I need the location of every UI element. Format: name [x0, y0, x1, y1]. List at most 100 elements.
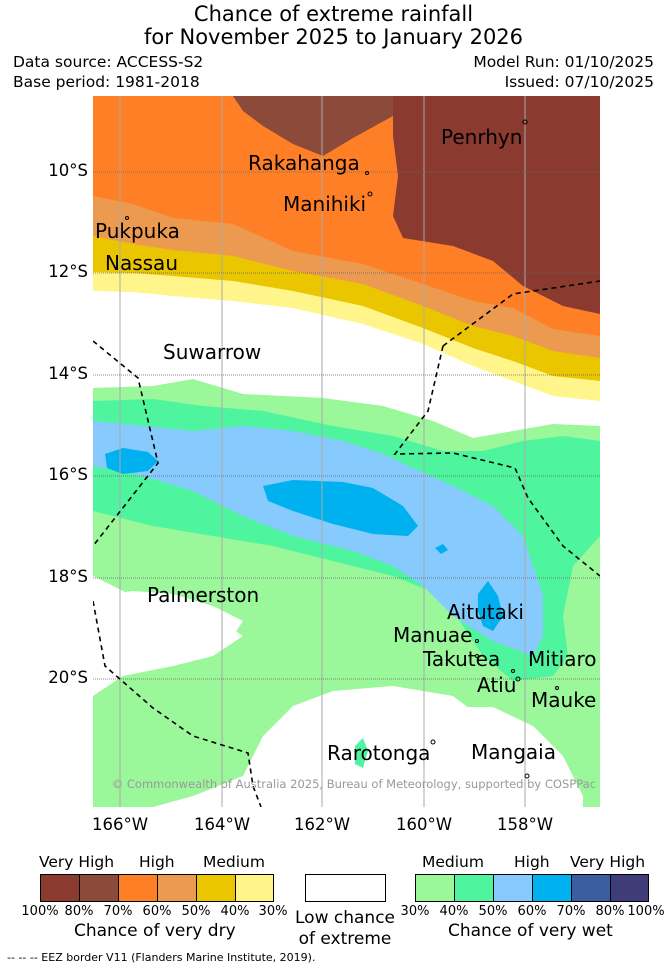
islands — [125, 119, 559, 779]
wet-band-60-70-small — [435, 544, 448, 554]
island-takutea — [475, 654, 479, 658]
dry-band-80-100 — [393, 96, 600, 314]
label-aitutaki: Aitutaki — [447, 600, 524, 624]
legend-dry-tick-50: 50% — [181, 904, 211, 919]
island-manihiki — [367, 191, 373, 197]
model-run: Model Run: 01/10/2025 — [473, 53, 654, 71]
legend-wet-very-high: Very High — [570, 853, 646, 871]
legend-dry-tick-30: 30% — [258, 904, 288, 919]
base-period: Base period: 1981-2018 — [13, 73, 200, 91]
legend-low-caption-1: Low chance — [295, 908, 395, 928]
island-penrhyn — [522, 119, 528, 125]
lat-label-10s: 10°S — [48, 161, 88, 180]
lat-label-20s: 20°S — [48, 668, 88, 687]
legend-dry-tick-80: 80% — [64, 904, 94, 919]
island-atiu — [515, 676, 521, 682]
legend-dry-tick-100: 100% — [21, 904, 59, 919]
legend-dry-swatch-2 — [79, 874, 119, 902]
island-rakahanga — [365, 171, 369, 175]
legend-wet-tick-40: 40% — [439, 904, 469, 919]
label-mauke: Mauke — [531, 688, 596, 712]
graticule — [119, 96, 526, 807]
island-rarotonga — [430, 739, 436, 745]
legend-wet-tick-30: 30% — [400, 904, 430, 919]
legend-wet-swatch-3 — [493, 874, 533, 902]
label-pukpuka: Pukpuka — [95, 219, 180, 243]
lon-label-160w: 160°W — [395, 815, 453, 834]
island-pukapuka — [125, 216, 129, 220]
island-mangaia — [524, 773, 530, 779]
lat-label-16s: 16°S — [48, 465, 88, 484]
legend-wet-tick-100: 100% — [627, 904, 665, 919]
label-takutea: Takutea — [422, 647, 500, 671]
wet-band-60-70-central — [263, 480, 418, 536]
label-rarotonga: Rarotonga — [327, 741, 430, 765]
label-rakahanga: Rakahanga — [248, 151, 360, 175]
label-manihiki: Manihiki — [283, 192, 366, 216]
label-mitiaro: Mitiaro — [528, 647, 597, 671]
lat-label-18s: 18°S — [48, 567, 88, 586]
legend-dry-tick-60: 60% — [142, 904, 172, 919]
label-suwarrow: Suwarrow — [163, 340, 261, 364]
legend-dry-swatch-1 — [40, 874, 80, 902]
lon-label-158w: 158°W — [496, 815, 554, 834]
legend-low-chance-swatch — [305, 874, 386, 902]
legend-dry-swatch-5 — [196, 874, 236, 902]
data-source: Data source: ACCESS-S2 — [13, 53, 204, 71]
label-manuae: Manuae — [393, 623, 472, 647]
rainfall-map: Penrhyn Rakahanga Manihiki Pukpuka Nassa… — [93, 96, 600, 807]
eez-border-west — [93, 340, 159, 547]
eez-border-north — [442, 280, 600, 347]
legend-wet-swatch-4 — [532, 874, 572, 902]
wet-band-40-50-rarotonga — [355, 738, 368, 768]
legend-wet-tick-50: 50% — [478, 904, 508, 919]
label-mangaia: Mangaia — [471, 740, 556, 764]
lon-label-162w: 162°W — [293, 815, 351, 834]
wet-band-60-70-east — [478, 581, 503, 631]
issued-date: Issued: 07/10/2025 — [504, 73, 654, 91]
legend-wet-swatch-5 — [571, 874, 611, 902]
legend-low-caption-2: of extreme — [298, 929, 392, 949]
eez-footnote: -- -- -- EEZ border V11 (Flanders Marine… — [7, 951, 316, 964]
wet-band-50-60 — [93, 421, 543, 656]
legend-wet-swatch-2 — [454, 874, 494, 902]
island-mauke — [555, 686, 559, 690]
legend-wet-swatch-6 — [610, 874, 649, 902]
legend-wet-medium: Medium — [422, 853, 484, 871]
legend-dry-caption: Chance of very dry — [74, 921, 236, 941]
label-penrhyn: Penrhyn — [441, 125, 522, 149]
legend-wet-swatch-1 — [415, 874, 455, 902]
island-manuae — [475, 639, 479, 643]
rainfall-map-svg: Penrhyn Rakahanga Manihiki Pukpuka Nassa… — [93, 96, 600, 807]
lon-label-164w: 164°W — [193, 815, 251, 834]
white-gap-south — [93, 591, 243, 661]
white-gap-southeast — [433, 707, 583, 807]
dry-band-70-80 — [233, 96, 600, 176]
legend-dry-swatch-6 — [235, 874, 274, 902]
copyright-notice: © Commonwealth of Australia 2025, Bureau… — [112, 777, 596, 791]
lat-label-14s: 14°S — [48, 364, 88, 383]
lat-label-12s: 12°S — [48, 262, 88, 281]
map-title: Chance of extreme rainfall — [193, 2, 474, 26]
legend-dry-tick-70: 70% — [103, 904, 133, 919]
legend-dry-tick-40: 40% — [220, 904, 250, 919]
legend-wet-high: High — [514, 853, 550, 871]
legend-dry-swatch-3 — [118, 874, 158, 902]
legend-wet-tick-60: 60% — [517, 904, 547, 919]
legend-dry-very-high: Very High — [39, 853, 115, 871]
label-atiu: Atiu — [477, 673, 516, 697]
wet-band-60-70-west — [105, 448, 158, 474]
label-nassau: Nassau — [105, 251, 178, 275]
lon-label-166w: 166°W — [91, 815, 149, 834]
legend-dry-medium: Medium — [203, 853, 265, 871]
legend-wet-tick-70: 70% — [556, 904, 586, 919]
legend-wet-caption: Chance of very wet — [448, 921, 613, 941]
island-mitiaro — [511, 669, 515, 673]
legend-dry-high: High — [139, 853, 175, 871]
eez-border-central — [393, 345, 600, 577]
eez-border-southwest — [93, 600, 262, 807]
legend-dry-swatch-4 — [157, 874, 197, 902]
legend-wet-tick-80: 80% — [595, 904, 625, 919]
label-palmerston: Palmerston — [147, 583, 259, 607]
map-subtitle: for November 2025 to January 2026 — [143, 25, 524, 49]
